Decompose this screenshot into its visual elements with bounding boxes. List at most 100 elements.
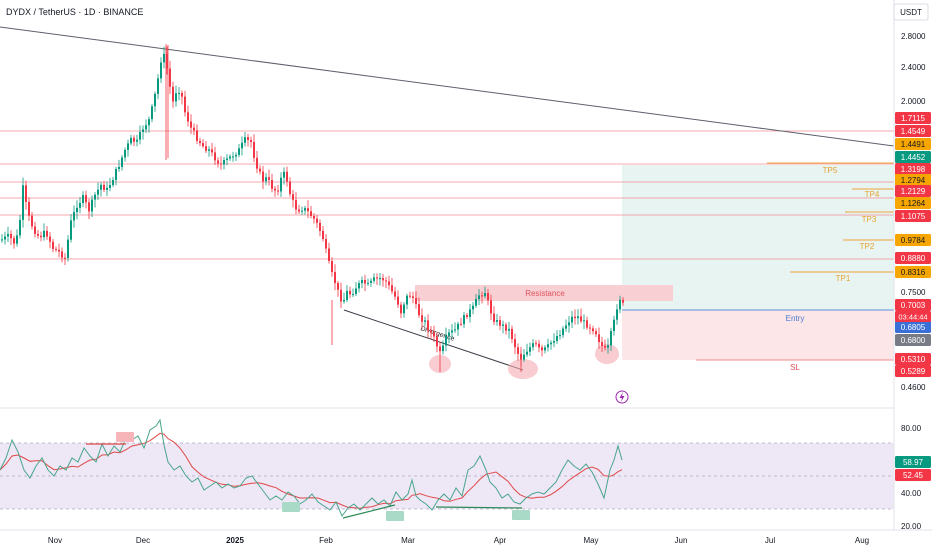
candle-body: [550, 342, 552, 345]
candle-body: [568, 322, 570, 326]
time-tick-label: May: [583, 536, 598, 545]
candle-body: [388, 281, 390, 286]
candle-body: [445, 335, 447, 346]
rsi-ma-value-box: [895, 469, 931, 481]
candle-body: [139, 132, 141, 140]
candle-body: [373, 277, 375, 281]
divergence-trendline[interactable]: [343, 309, 524, 371]
candle-body: [433, 332, 435, 337]
candle-body: [178, 92, 180, 94]
candle-body: [13, 238, 15, 244]
candle-body: [166, 53, 168, 69]
price-label-value: 1.7115: [901, 114, 925, 123]
candle-body: [406, 295, 408, 305]
candle-body: [250, 140, 252, 142]
candle-body: [619, 299, 621, 310]
rsi-value-box: [895, 456, 931, 468]
low-highlight: [508, 359, 538, 379]
currency-box[interactable]: [893, 3, 929, 21]
time-tick-label: Feb: [319, 536, 333, 545]
rsi-tick-label: 80.00: [901, 424, 922, 433]
price-tick-label: 0.7500: [901, 288, 926, 297]
candle-body: [136, 139, 138, 142]
downtrend-line[interactable]: [0, 26, 895, 147]
countdown-label: 03:44:44: [898, 313, 927, 322]
candle-body: [283, 171, 285, 178]
candle-body: [103, 184, 105, 190]
price-label-value: 0.5289: [901, 367, 926, 376]
currency-label: USDT: [900, 8, 922, 17]
candle-body: [217, 160, 219, 164]
horizontal-levels: [0, 130, 894, 260]
candle-body: [118, 166, 120, 169]
price-label-box: [895, 185, 931, 197]
candle-body: [67, 239, 69, 258]
price-tick-label: 0.4600: [901, 383, 926, 392]
candle-body: [328, 248, 330, 262]
candle-body: [34, 226, 36, 234]
candle-body: [340, 289, 342, 302]
candle-body: [376, 277, 378, 279]
candle-body: [10, 233, 12, 239]
price-label-box: [895, 163, 931, 175]
candle-body: [607, 345, 609, 348]
candle-body: [85, 195, 87, 203]
candle-body: [172, 86, 174, 102]
candle-body: [538, 343, 540, 348]
candle-body: [514, 339, 516, 348]
candle-body: [349, 290, 351, 295]
candle-body: [244, 137, 246, 143]
candle-body: [112, 179, 114, 185]
candle-body: [448, 332, 450, 336]
symbol-title[interactable]: DYDX / TetherUS · 1D · BINANCE: [6, 7, 143, 17]
candle-body: [532, 343, 534, 348]
lightning-icon[interactable]: [615, 390, 629, 404]
tp4-label: TP4: [865, 190, 880, 199]
candle-body: [472, 305, 474, 310]
candle-body: [7, 233, 9, 237]
candle-body: [133, 137, 135, 142]
price-label-box: [895, 174, 931, 186]
candle-body: [529, 347, 531, 352]
candle-body: [4, 236, 6, 240]
candle-body: [307, 208, 309, 212]
time-tick-label: Mar: [401, 536, 415, 545]
price-label-value: 1.4549: [901, 127, 926, 136]
candle-body: [421, 315, 423, 322]
candle-body: [202, 143, 204, 147]
candle-body: [151, 106, 153, 120]
price-label-value: 1.1075: [901, 212, 926, 221]
candle-body: [190, 121, 192, 128]
candle-body: [154, 93, 156, 107]
candle-body: [199, 140, 201, 144]
price-tick-label: 2.4000: [901, 63, 926, 72]
candle-body: [442, 345, 444, 352]
candle-body: [289, 181, 291, 195]
candle-body: [535, 343, 537, 345]
candle-body: [37, 233, 39, 236]
candle-body: [436, 336, 438, 347]
price-label-box: [895, 353, 931, 365]
candle-body: [196, 130, 198, 141]
candle-body: [127, 143, 129, 150]
time-tick-label: 2025: [226, 536, 244, 545]
candle-body: [235, 154, 237, 157]
tp1-label: TP1: [836, 274, 851, 283]
stop-zone: [622, 310, 894, 360]
candle-body: [319, 222, 321, 231]
price-label-value: 0.8316: [901, 268, 926, 277]
candle-body: [1, 239, 3, 241]
candle-body: [262, 171, 264, 182]
price-label-value: 0.6805: [901, 323, 926, 332]
candle-body: [268, 177, 270, 180]
candle-body: [415, 297, 417, 305]
rsi-bullish-divergence-line: [342, 504, 396, 519]
candle-body: [88, 202, 90, 212]
price-label-box: [895, 138, 931, 150]
candle-body: [565, 325, 567, 329]
candle-body: [403, 304, 405, 314]
candle-body: [457, 323, 459, 330]
candle-body: [106, 187, 108, 190]
candle-body: [586, 320, 588, 328]
